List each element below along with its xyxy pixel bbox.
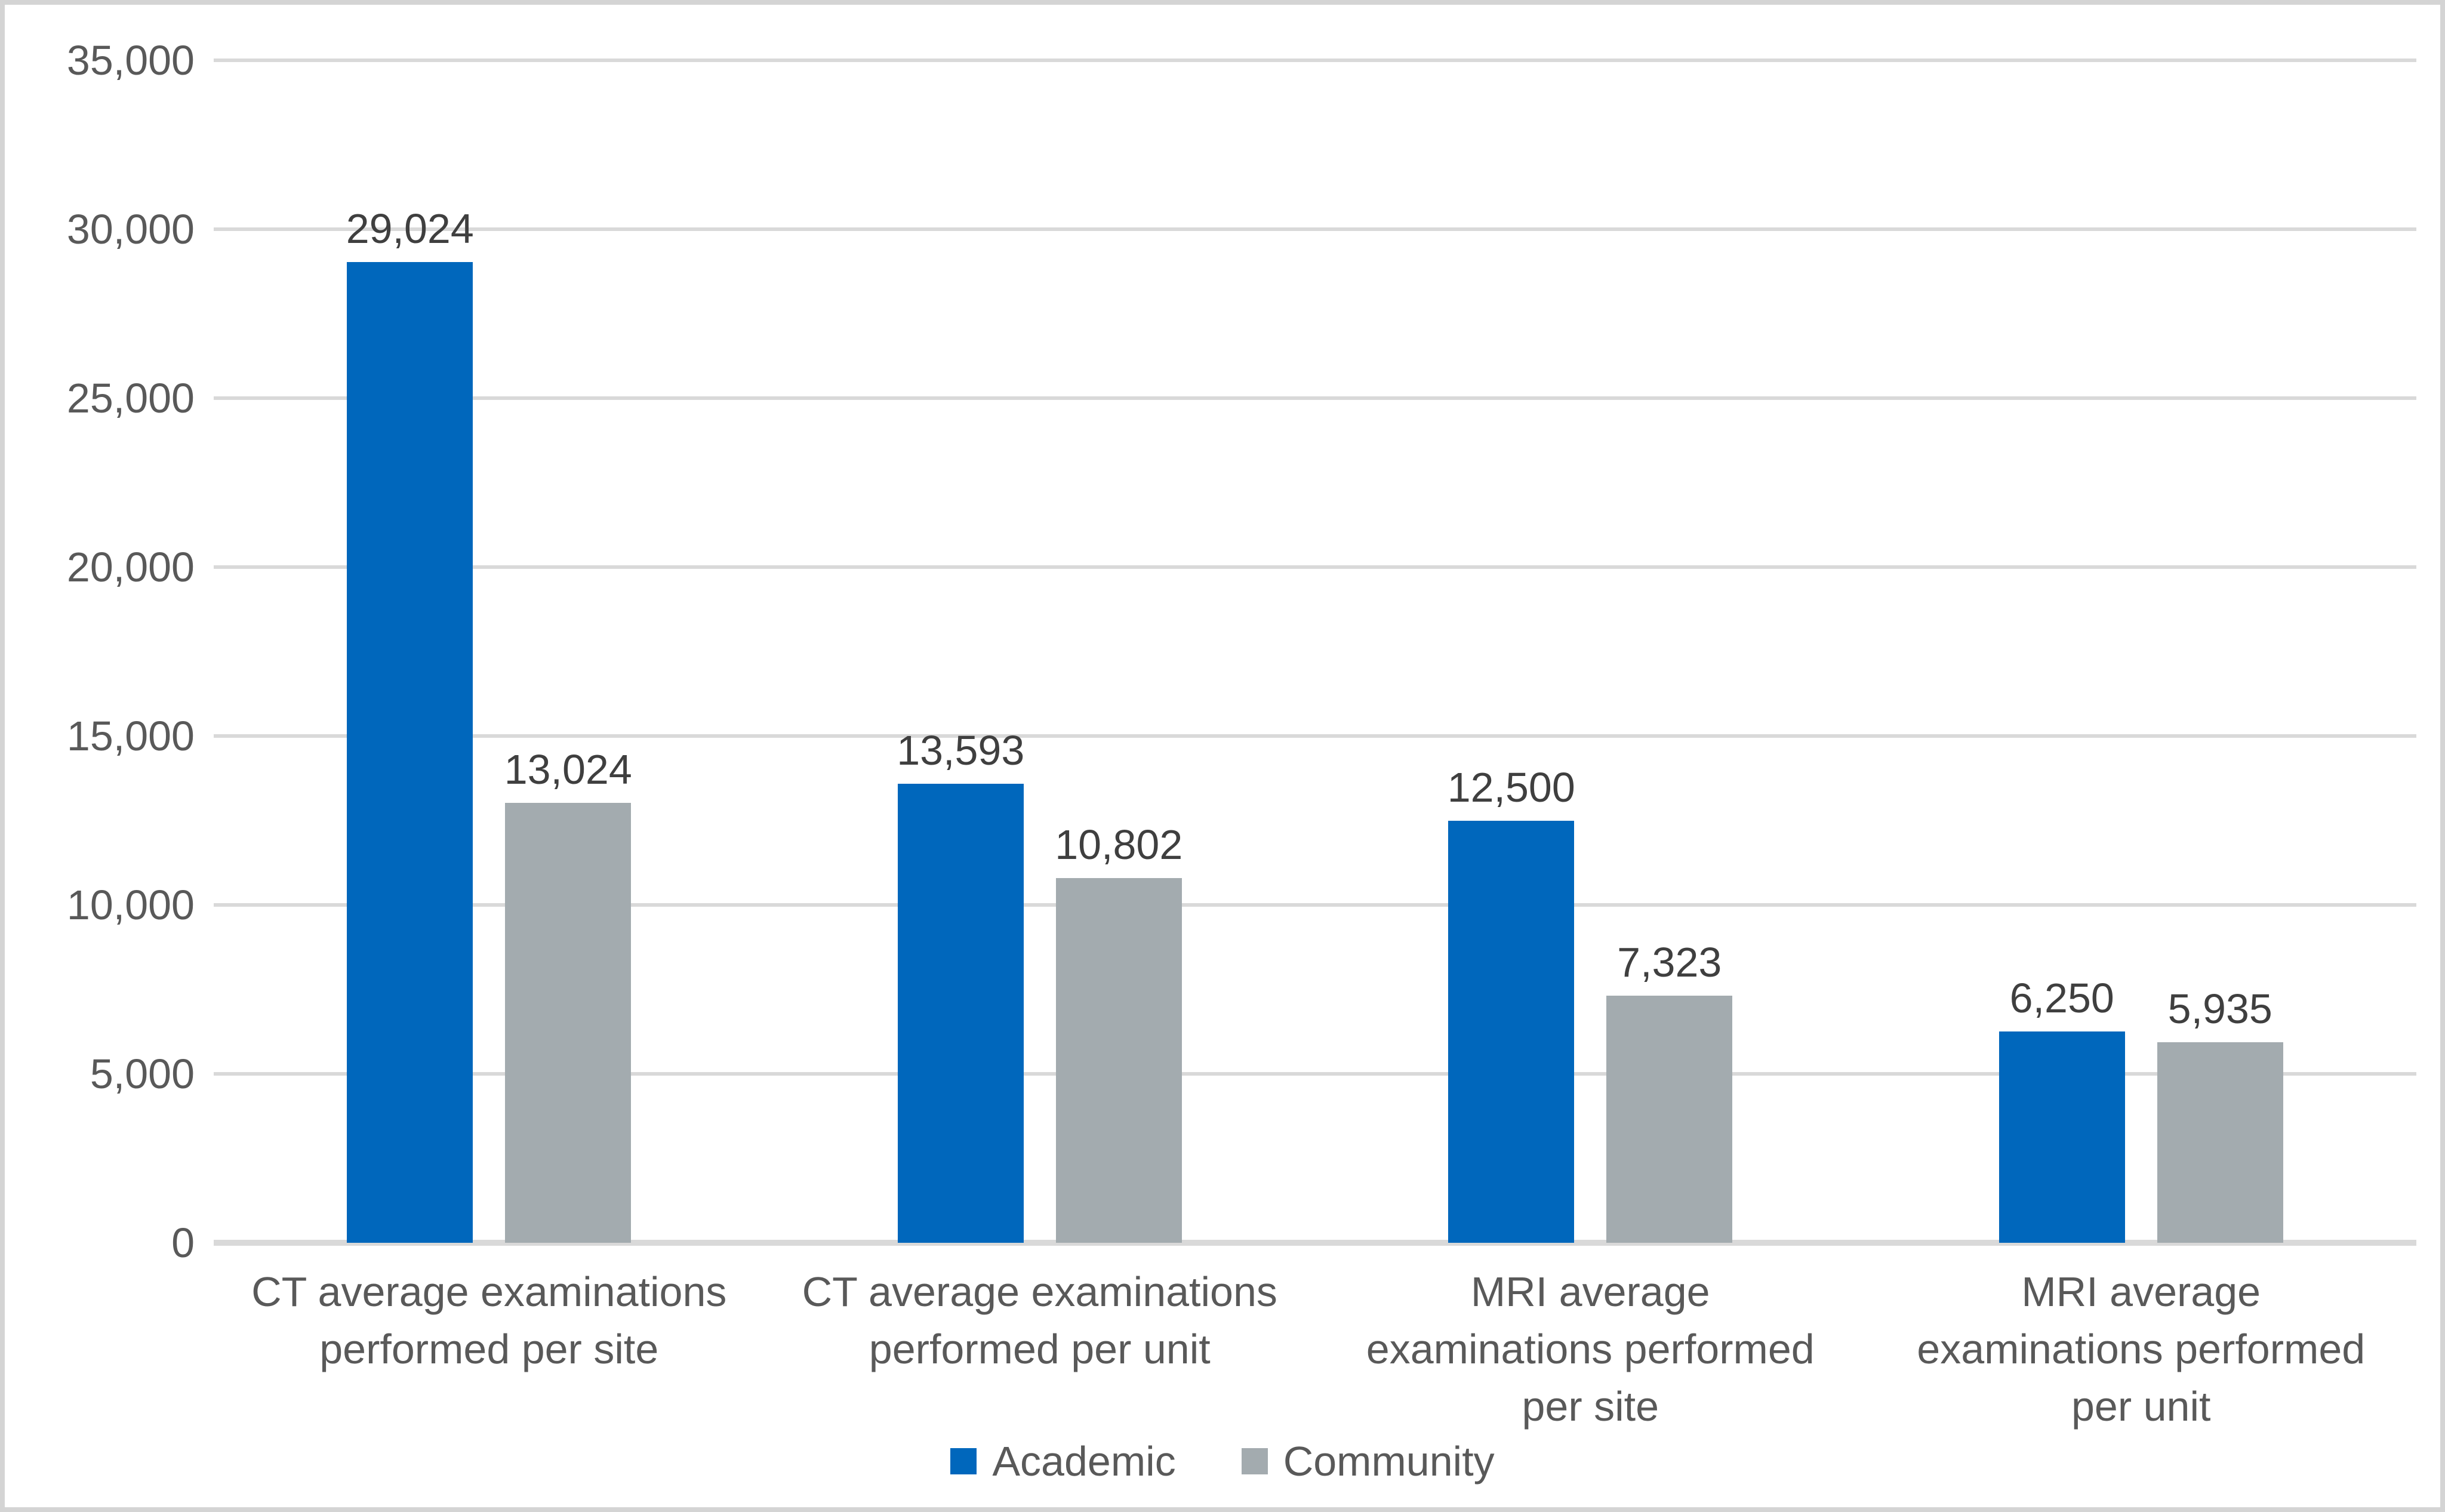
- legend-item-community: Community: [1241, 1437, 1495, 1485]
- legend-swatch-academic: [950, 1448, 977, 1474]
- y-tick-label: 0: [171, 1220, 195, 1266]
- gridline: [214, 58, 2416, 62]
- legend-item-academic: Academic: [950, 1437, 1176, 1485]
- bar-fill: [347, 262, 473, 1243]
- data-label: 12,500: [1447, 763, 1575, 811]
- legend-label: Community: [1283, 1438, 1495, 1485]
- y-tick-label: 15,000: [66, 713, 195, 759]
- category-label: CT average examinations performed per si…: [214, 1263, 765, 1435]
- bar-fill: [1606, 995, 1733, 1243]
- bar-group: 6,250 5,935: [1866, 60, 2417, 1243]
- bar-fill: [1999, 1031, 2125, 1243]
- y-axis-layer: 0 5,000 10,000 15,000 20,000 25,000 30,000 35,0…: [5, 5, 2440, 1507]
- bar-fill: [897, 783, 1024, 1243]
- bar-group: 13,593 10,802: [765, 60, 1316, 1243]
- bar-community: 5,935: [2157, 986, 2283, 1243]
- bar-academic: 12,500: [1448, 764, 1575, 1243]
- y-tick-label: 30,000: [66, 206, 195, 252]
- data-label: 29,024: [346, 205, 474, 252]
- data-label: 6,250: [2009, 975, 2114, 1022]
- bar-community: 13,024: [504, 746, 632, 1243]
- category-label: MRI average examinations performed per u…: [1866, 1263, 2417, 1435]
- category-label-text: CT average examinations performed per si…: [251, 1268, 727, 1372]
- category-label: MRI average examinations performed per s…: [1315, 1263, 1866, 1435]
- gridline: [214, 1072, 2416, 1076]
- category-label-text: CT average examinations performed per un…: [802, 1268, 1277, 1372]
- bar-community: 10,802: [1055, 821, 1183, 1243]
- gridline: [214, 734, 2416, 738]
- y-tick-label: 5,000: [90, 1051, 195, 1097]
- category-axis: CT average examinations performed per si…: [214, 1263, 2416, 1435]
- legend-swatch-community: [1241, 1448, 1268, 1474]
- bar-community: 7,323: [1606, 939, 1733, 1243]
- data-label: 5,935: [2167, 986, 2272, 1033]
- data-label: 7,323: [1617, 938, 1722, 986]
- bar-academic: 13,593: [897, 727, 1024, 1243]
- category-label-text: MRI average examinations performed per u…: [1917, 1268, 2366, 1430]
- gridline: [214, 396, 2416, 400]
- gridline: [214, 227, 2416, 231]
- y-tick-label: 25,000: [66, 375, 195, 421]
- x-axis-line: [214, 1240, 2416, 1246]
- data-label: 10,802: [1055, 821, 1183, 868]
- legend-label: Academic: [992, 1438, 1176, 1485]
- category-label: CT average examinations performed per un…: [765, 1263, 1316, 1435]
- legend: Academic Community: [5, 1437, 2440, 1485]
- y-tick-label: 10,000: [66, 882, 195, 928]
- gridline: [214, 565, 2416, 569]
- bar-fill: [1448, 820, 1575, 1243]
- bar-fill: [1055, 877, 1182, 1243]
- gridlines-layer: [5, 5, 2440, 1507]
- y-tick-label: 35,000: [66, 37, 195, 84]
- gridline: [214, 903, 2416, 907]
- bars-layer: 29,024 13,024 13,593 10,802 12,500 7,323 6,250…: [5, 5, 2440, 1507]
- bar-academic: 29,024: [346, 205, 474, 1243]
- category-label-text: MRI average examinations performed per s…: [1366, 1268, 1815, 1430]
- bar-academic: 6,250: [1999, 975, 2125, 1243]
- data-label: 13,593: [897, 726, 1025, 774]
- y-tick-label: 20,000: [66, 544, 195, 590]
- bar-fill: [505, 802, 632, 1243]
- bar-fill: [2157, 1042, 2283, 1243]
- bar-group: 29,024 13,024: [214, 60, 765, 1243]
- data-label: 13,024: [504, 746, 632, 793]
- bar-group: 12,500 7,323: [1315, 60, 1866, 1243]
